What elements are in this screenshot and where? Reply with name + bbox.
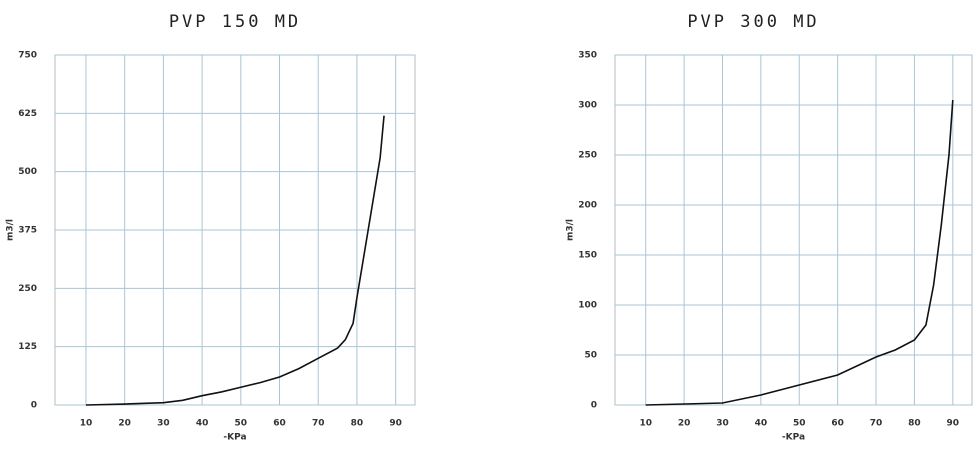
y-tick-label: 0 [31,401,37,411]
x-tick-label: 20 [678,419,691,429]
y-tick-label: 125 [18,342,37,352]
x-tick-label: 80 [351,419,364,429]
x-tick-label: 20 [118,419,131,429]
y-tick-label: 50 [584,351,597,361]
x-tick-label: 60 [831,419,844,429]
chart: PVP 150 MD 0 125 250 375 500 625 750 10 20 30 40 50 6… [6,12,416,443]
y-tick-label: 625 [18,109,37,119]
x-axis-label: -KPa [223,433,246,443]
y-axis-label: m3/l [6,219,16,241]
x-tick-label: 70 [312,419,325,429]
x-tick-label: 10 [639,419,652,429]
x-tick-label: 70 [870,419,883,429]
y-tick-label: 500 [18,167,37,177]
chart-title: PVP 150 MD [169,12,301,32]
chart: PVP 300 MD 0 50 100 150 200 250 300 350 10 20 30 40 5… [566,12,973,443]
y-tick-label: 0 [591,401,597,411]
y-tick-label: 250 [18,284,37,294]
chart-title: PVP 300 MD [687,12,819,32]
x-tick-label: 90 [947,419,960,429]
y-tick-label: 100 [578,301,597,311]
x-tick-label: 80 [908,419,921,429]
x-axis-label: -KPa [782,433,805,443]
x-tick-label: 40 [755,419,768,429]
x-tick-label: 50 [793,419,806,429]
y-tick-label: 350 [578,51,597,61]
y-tick-label: 150 [578,251,597,261]
y-tick-label: 375 [18,226,37,236]
y-tick-label: 250 [578,151,597,161]
x-tick-label: 30 [157,419,170,429]
line [85,115,385,406]
x-tick-label: 50 [235,419,248,429]
line [645,99,954,406]
x-tick-label: 40 [196,419,209,429]
y-tick-label: 300 [578,101,597,111]
y-tick-label: 750 [18,51,37,61]
x-tick-label: 60 [273,419,286,429]
y-tick-label: 200 [578,201,597,211]
x-tick-label: 30 [716,419,729,429]
x-tick-label: 10 [80,419,93,429]
plot-area [614,54,973,406]
x-tick-label: 90 [389,419,402,429]
y-axis-label: m3/l [566,219,576,241]
